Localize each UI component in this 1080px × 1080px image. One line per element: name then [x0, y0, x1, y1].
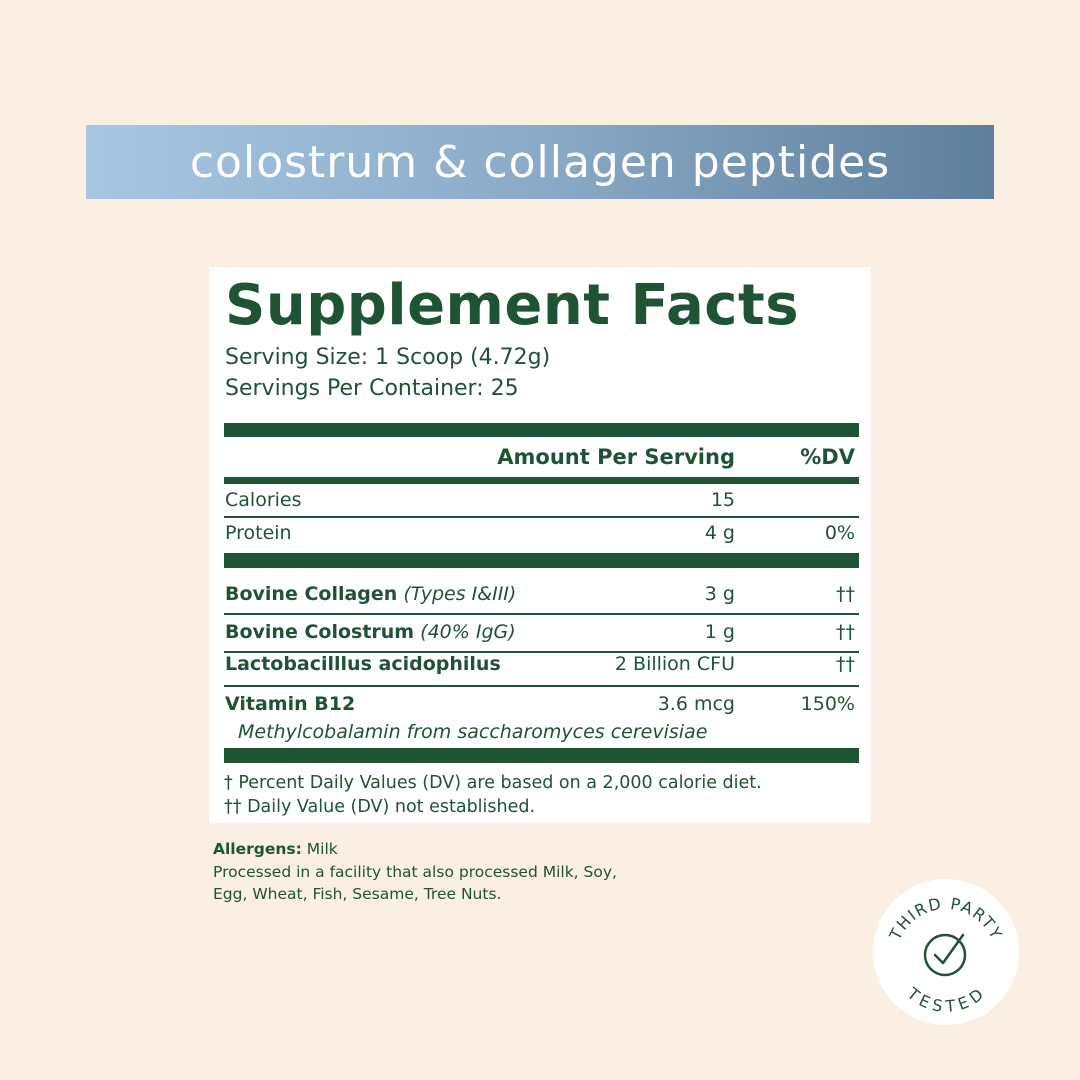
header-dv: %DV	[800, 445, 855, 469]
product-title: colostrum & collagen peptides	[189, 136, 891, 188]
badge-top-text: THIRD PARTY	[885, 894, 1006, 944]
divider	[224, 613, 859, 615]
serving-size: Serving Size: 1 Scoop (4.72g)	[225, 345, 551, 370]
medium-divider	[224, 477, 859, 484]
thick-divider	[224, 748, 859, 763]
table-row: Calories 15	[224, 489, 857, 515]
vitamin-source: Methylcobalamin from saccharomyces cerev…	[238, 721, 708, 743]
product-banner: colostrum & collagen peptides	[86, 125, 994, 199]
table-row: Bovine Collagen (Types I&III) 3 g ††	[224, 583, 857, 609]
row-note: (40% IgG)	[420, 621, 516, 643]
facts-title: Supplement Facts	[225, 273, 800, 338]
header-amount: Amount Per Serving	[497, 445, 735, 469]
thick-divider	[224, 553, 859, 568]
row-name: Bovine Collagen	[225, 583, 398, 605]
row-name: Vitamin B12	[225, 693, 356, 715]
allergen-line: Processed in a facility that also proces…	[213, 862, 617, 881]
allergen-line: Egg, Wheat, Fish, Sesame, Tree Nuts.	[213, 885, 502, 903]
row-dv: 150%	[800, 693, 855, 715]
row-dv: ††	[836, 653, 855, 675]
row-amount: 3 g	[704, 583, 735, 605]
footnote-dv: † Percent Daily Values (DV) are based on…	[224, 773, 762, 793]
row-dv: ††	[836, 583, 855, 605]
row-name: Calories	[225, 489, 302, 511]
row-name: Protein	[225, 522, 292, 544]
allergens-value: Milk	[306, 840, 338, 858]
servings-per-container: Servings Per Container: 25	[225, 376, 519, 401]
table-row: Protein 4 g 0%	[224, 522, 857, 548]
row-note: (Types I&III)	[403, 583, 517, 605]
check-circle-icon	[923, 933, 967, 977]
badge-bottom-text: TESTED	[903, 983, 988, 1016]
row-amount: 3.6 mcg	[657, 693, 735, 715]
table-header: Amount Per Serving %DV	[224, 445, 857, 471]
row-dv: ††	[836, 621, 855, 643]
divider	[224, 685, 859, 687]
badge-graphic: THIRD PARTY TESTED	[885, 894, 1006, 1016]
table-row: Bovine Colostrum (40% IgG) 1 g ††	[224, 621, 857, 647]
row-dv: 0%	[824, 522, 855, 544]
divider	[224, 651, 859, 653]
row-name: Lactobacilllus acidophilus	[225, 653, 501, 675]
row-amount: 1 g	[704, 621, 735, 643]
allergen-info: Allergens: Milk Processed in a facility …	[213, 838, 617, 906]
row-amount: 15	[710, 489, 735, 511]
allergens-label: Allergens:	[213, 840, 302, 858]
footnote-not-established: †† Daily Value (DV) not established.	[224, 797, 536, 817]
divider	[224, 516, 859, 518]
row-amount: 2 Billion CFU	[614, 653, 735, 675]
third-party-tested-badge: THIRD PARTY TESTED	[873, 879, 1019, 1025]
table-row: Lactobacilllus acidophilus 2 Billion CFU…	[224, 653, 857, 679]
row-amount: 4 g	[704, 522, 735, 544]
table-row: Vitamin B12 3.6 mcg 150%	[224, 693, 857, 719]
row-name: Bovine Colostrum	[225, 621, 415, 643]
supplement-facts-panel: Supplement Facts Serving Size: 1 Scoop (…	[209, 267, 871, 823]
thick-divider	[224, 423, 859, 437]
